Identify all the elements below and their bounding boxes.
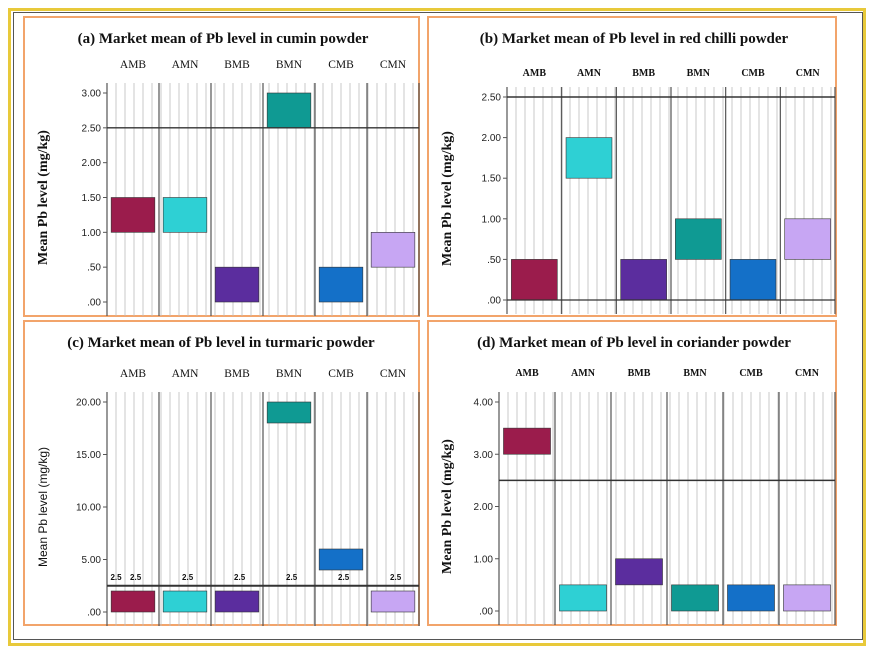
bar-bmn <box>266 401 312 424</box>
category-label: CMB <box>328 59 354 71</box>
chart-title: (a) Market mean of Pb level in cumin pow… <box>78 31 369 47</box>
category-label: BMB <box>628 368 651 379</box>
y-tick-label: 1.00 <box>82 228 102 239</box>
y-tick-label: 10.00 <box>76 503 101 514</box>
y-axis-label: Mean Pb level (mg/kg) <box>36 447 50 567</box>
reference-label: 2.5 <box>182 573 194 582</box>
chart-a: (a) Market mean of Pb level in cumin pow… <box>36 31 420 316</box>
panel-b: (b) Market mean of Pb level in red chill… <box>427 16 837 317</box>
bar-cmb <box>729 259 777 301</box>
chart-b: (b) Market mean of Pb level in red chill… <box>440 31 836 314</box>
category-label: AMN <box>172 368 200 380</box>
inner-frame <box>13 12 863 640</box>
category-label: BMN <box>276 368 303 380</box>
y-tick-label: 3.00 <box>82 89 102 100</box>
bar-amn <box>565 137 613 179</box>
bar-bmb <box>615 558 663 586</box>
y-tick-label: 2.00 <box>474 502 494 513</box>
y-tick-label: 1.00 <box>482 214 502 225</box>
bar-amb <box>511 259 558 301</box>
bar-amb <box>503 427 551 455</box>
category-label: CMB <box>741 68 765 79</box>
chart-d: (d) Market mean of Pb level in coriander… <box>440 335 836 625</box>
bar-amb <box>110 590 156 613</box>
category-label: AMN <box>577 68 602 79</box>
y-tick-label: 4.00 <box>474 398 494 409</box>
chart-c: (c) Market mean of Pb level in turmaric … <box>36 335 420 626</box>
reference-label: 2.5 <box>110 573 122 582</box>
category-label: BMN <box>687 68 711 79</box>
bar-cmb <box>318 548 364 571</box>
y-tick-label: 2.00 <box>82 158 102 169</box>
reference-label: 2.5 <box>338 573 350 582</box>
y-tick-label: 3.00 <box>474 450 494 461</box>
category-label: BMB <box>224 59 250 71</box>
y-tick-label: .00 <box>487 296 501 307</box>
category-label: BMB <box>632 68 655 79</box>
panel-c: (c) Market mean of Pb level in turmaric … <box>23 320 420 626</box>
y-tick-label: 5.00 <box>82 555 102 566</box>
category-label: BMN <box>683 368 707 379</box>
category-label: AMB <box>523 68 547 79</box>
category-label: AMB <box>120 59 147 71</box>
y-tick-label: 2.50 <box>82 123 102 134</box>
panel-a: (a) Market mean of Pb level in cumin pow… <box>23 16 420 317</box>
bar-bmn <box>675 218 722 260</box>
y-tick-label: .00 <box>87 298 101 309</box>
category-label: AMN <box>172 59 200 71</box>
bar-bmb <box>620 259 667 301</box>
chart-title: (c) Market mean of Pb level in turmaric … <box>67 335 375 351</box>
y-tick-label: 1.00 <box>474 554 494 565</box>
y-tick-label: .00 <box>479 607 493 618</box>
reference-label: 2.5 <box>130 573 142 582</box>
bar-amn <box>162 590 208 613</box>
reference-label: 2.5 <box>234 573 246 582</box>
bar-cmn <box>370 232 416 268</box>
y-axis-label: Mean Pb level (mg/kg) <box>440 439 455 574</box>
category-label: CMN <box>795 368 820 379</box>
y-tick-label: 2.00 <box>482 133 502 144</box>
bar-bmn <box>266 92 312 129</box>
bar-bmn <box>671 584 719 612</box>
y-axis-label: Mean Pb level (mg/kg) <box>36 130 51 265</box>
category-label: CMB <box>328 368 354 380</box>
bar-cmn <box>784 218 831 260</box>
bar-amn <box>162 197 208 233</box>
category-label: AMB <box>120 368 147 380</box>
bar-cmn <box>370 590 416 613</box>
y-tick-label: 2.50 <box>482 93 502 104</box>
outer-frame <box>8 8 866 646</box>
chart-title: (b) Market mean of Pb level in red chill… <box>480 31 789 47</box>
category-label: CMN <box>796 68 821 79</box>
chart-title: (d) Market mean of Pb level in coriander… <box>477 335 791 351</box>
category-label: CMB <box>739 368 763 379</box>
y-tick-label: .50 <box>87 263 101 274</box>
y-tick-label: .50 <box>487 255 501 266</box>
reference-label: 2.5 <box>286 573 298 582</box>
category-label: BMB <box>224 368 250 380</box>
y-tick-label: 15.00 <box>76 450 101 461</box>
category-label: BMN <box>276 59 303 71</box>
bar-amb <box>110 197 156 233</box>
category-label: CMN <box>380 368 407 380</box>
bar-bmb <box>214 266 260 303</box>
y-tick-label: 1.50 <box>482 174 502 185</box>
bar-cmn <box>783 584 831 612</box>
y-tick-label: .00 <box>87 608 101 619</box>
bar-cmb <box>318 266 364 303</box>
bar-cmb <box>727 584 775 612</box>
bar-bmb <box>214 590 260 613</box>
bar-amn <box>559 584 607 612</box>
y-axis-label: Mean Pb level (mg/kg) <box>440 131 455 266</box>
panel-d: (d) Market mean of Pb level in coriander… <box>427 320 837 626</box>
category-label: CMN <box>380 59 407 71</box>
y-tick-label: 1.50 <box>82 193 102 204</box>
category-label: AMN <box>571 368 596 379</box>
y-tick-label: 20.00 <box>76 398 101 409</box>
category-label: AMB <box>515 368 539 379</box>
reference-label: 2.5 <box>390 573 402 582</box>
